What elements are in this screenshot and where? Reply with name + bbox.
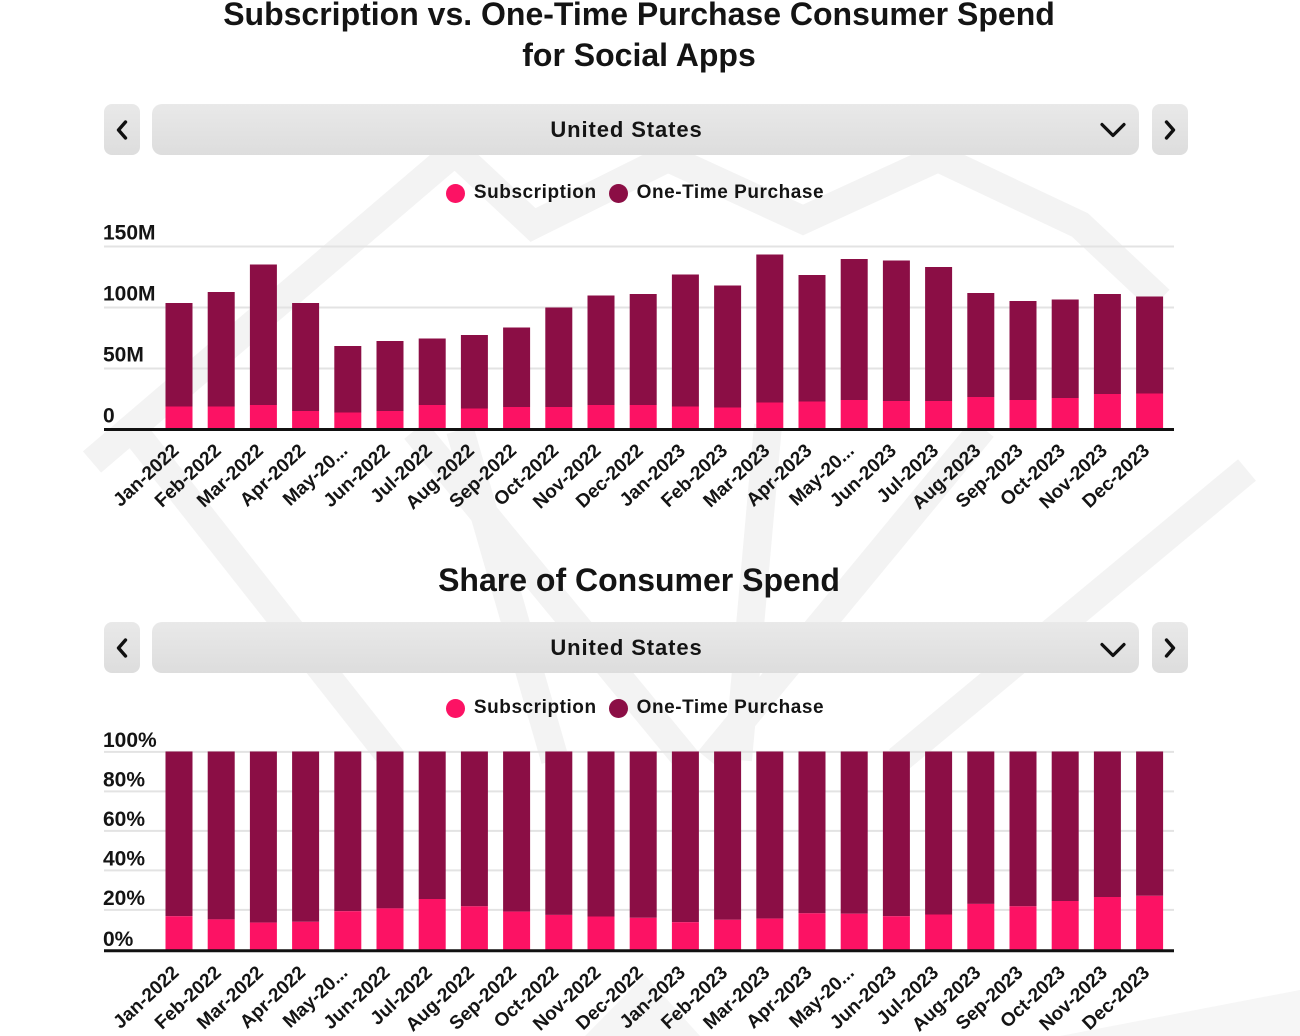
svg-text:0: 0: [103, 405, 115, 428]
svg-text:80%: 80%: [103, 768, 145, 791]
svg-text:0%: 0%: [103, 928, 134, 951]
svg-text:60%: 60%: [103, 808, 145, 831]
svg-text:50M: 50M: [103, 344, 144, 367]
svg-text:20%: 20%: [103, 887, 145, 910]
svg-text:100M: 100M: [103, 283, 156, 306]
svg-text:40%: 40%: [103, 847, 145, 870]
svg-text:100%: 100%: [103, 729, 157, 752]
svg-text:150M: 150M: [103, 222, 156, 245]
